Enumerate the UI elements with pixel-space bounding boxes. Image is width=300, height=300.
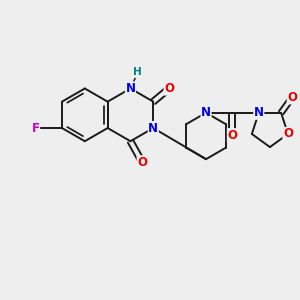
Text: O: O — [227, 129, 237, 142]
Text: N: N — [201, 106, 211, 119]
Text: N: N — [125, 82, 136, 95]
Text: O: O — [287, 91, 297, 104]
Text: N: N — [148, 122, 158, 134]
Text: F: F — [32, 122, 40, 134]
Text: H: H — [134, 68, 142, 77]
Text: O: O — [164, 82, 174, 95]
Text: O: O — [137, 156, 147, 169]
Text: N: N — [254, 106, 264, 119]
Text: O: O — [283, 128, 293, 140]
